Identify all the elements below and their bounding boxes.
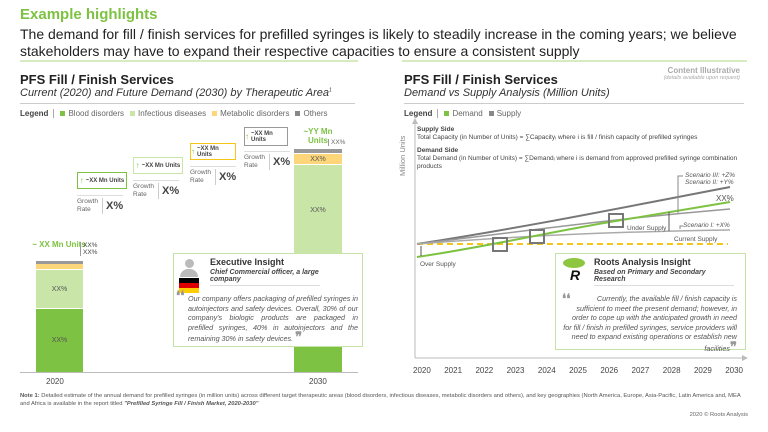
- supply-scenario-2-line: [416, 208, 731, 245]
- arrow-up-icon: ↑: [191, 147, 195, 156]
- bar-2020-total: ~ XX Mn Units: [32, 240, 86, 249]
- year-label-2020: 2020: [46, 377, 64, 386]
- year-label: 2023: [506, 366, 525, 375]
- legend-item-blood: Blood disorders: [60, 109, 124, 118]
- bar-2020-metabolic: [36, 264, 83, 269]
- legend-label: Legend: [20, 109, 55, 118]
- year-label-2030: 2030: [309, 377, 327, 386]
- germany-flag-icon: [179, 278, 199, 293]
- roots-analysis-logo: R: [563, 258, 587, 288]
- step-box-2: ↑ ~XX Mn Units: [133, 157, 183, 174]
- insight-title: Executive Insight: [210, 257, 285, 267]
- demand-end-label: XX%: [716, 194, 734, 203]
- lead-text: The demand for fill / finish services fo…: [20, 26, 737, 59]
- scenario-leader: [679, 225, 683, 229]
- person-icon: [179, 259, 199, 287]
- step-box-1: ↑ ~XX Mn Units: [77, 172, 127, 189]
- insight-quote: ❛❛ Our company offers packaging of prefil…: [176, 288, 358, 344]
- year-label: 2024: [537, 366, 556, 375]
- year-label: 2021: [444, 366, 463, 375]
- arrow-up-icon: ↑: [79, 176, 84, 185]
- demand-side-heading: Demand Side: [417, 147, 459, 154]
- year-label: 2027: [631, 366, 650, 375]
- demand-line: [416, 201, 731, 258]
- supply-side-heading: Supply Side: [417, 126, 455, 133]
- bar-2020-callouts: XX% XX%: [80, 242, 97, 256]
- year-label: 2022: [475, 366, 494, 375]
- step-box-3: ↑ ~XX Mn Units: [190, 143, 236, 160]
- year-label: 2029: [693, 366, 712, 375]
- legend-item-supply: Supply: [488, 109, 521, 118]
- supply-scenario-1-line: [416, 229, 731, 245]
- x-axis-arrow: [742, 355, 748, 361]
- step-growth-4: Growth Rate X%: [244, 151, 291, 170]
- formula-block: Supply Side Total Capacity (in Number of…: [417, 126, 747, 171]
- footnote-marker: 1: [328, 87, 332, 94]
- year-label: 2025: [569, 366, 587, 375]
- bar-2020-blood: XX%: [36, 309, 83, 372]
- insight-title: Roots Analysis Insight: [594, 257, 691, 267]
- divider: [404, 103, 744, 104]
- intersection-marker: [492, 237, 508, 252]
- demand-side-formula: Total Demand (in Number of Units) = ∑Dem…: [417, 155, 738, 170]
- page-heading: Example highlights: [20, 6, 158, 23]
- divider: [20, 103, 355, 104]
- legend-item-metabolic: Metabolic disorders: [212, 109, 289, 118]
- over-supply-label: Over Supply: [420, 261, 456, 268]
- intersection-marker: [608, 213, 624, 228]
- legend-label: Legend: [404, 109, 439, 118]
- x-axis: [20, 372, 358, 373]
- insight-subtitle: Chief Commercial officer, a large compan…: [210, 269, 320, 286]
- arrow-up-icon: ↑: [135, 161, 140, 170]
- step-growth-1: Growth Rate X%: [77, 195, 124, 214]
- step-box-4: ↑ ~XX Mn Units: [244, 127, 288, 146]
- bar-2030-metabolic: XX%: [294, 154, 342, 164]
- content-illustrative: Content Illustrative: [667, 66, 740, 75]
- right-panel-subtitle: Demand vs Supply Analysis (Million Units…: [404, 87, 610, 99]
- current-supply-label: Current Supply: [674, 236, 718, 243]
- left-panel-subtitle: Current (2020) and Future Demand (2030) …: [20, 87, 332, 99]
- year-label: 2028: [662, 366, 681, 375]
- under-supply-label: Under Supply: [627, 225, 667, 232]
- left-panel-title: PFS Fill / Finish Services: [20, 72, 174, 87]
- roots-insight-box: R Roots Analysis Insight Based on Primar…: [555, 253, 746, 354]
- bar-2020-others: [36, 261, 83, 264]
- right-legend: Legend Demand Supply: [404, 109, 521, 118]
- year-label: 2020: [413, 366, 431, 375]
- insight-quote: ❛❛ Currently, the available fill / finish…: [562, 291, 737, 354]
- step-growth-3: Growth Rate X%: [190, 166, 237, 185]
- footnote: Note 1: Detailed estimate of the annual …: [20, 393, 741, 407]
- y-axis-arrow: [412, 118, 418, 124]
- bar-2030-others: [294, 149, 342, 153]
- subtitle-text: Current (2020) and Future Demand (2030) …: [20, 87, 329, 99]
- scenario-leader: [677, 175, 683, 213]
- step-growth-2: Growth Rate X%: [133, 180, 180, 199]
- illustrative-note: (details available upon request): [663, 75, 740, 81]
- divider: [402, 60, 747, 62]
- insight-subtitle: Based on Primary and Secondary Research: [594, 269, 734, 286]
- copyright: 2020 © Roots Analysis: [689, 412, 748, 418]
- year-label: 2026: [600, 366, 619, 375]
- bar-2030-infectious: XX%: [294, 165, 342, 255]
- supply-scenario-3-line: [416, 186, 731, 245]
- divider: [20, 60, 358, 62]
- bar-2020-infectious: XX%: [36, 270, 83, 308]
- arrow-up-icon: ↑: [245, 132, 249, 141]
- supply-side-formula: Total Capacity (in Number of Units) = ∑C…: [417, 134, 698, 141]
- left-legend: Legend Blood disorders Infectious diseas…: [20, 109, 327, 118]
- legend-item-others: Others: [295, 109, 327, 118]
- legend-item-demand: Demand: [444, 109, 483, 118]
- executive-insight-box: Executive Insight Chief Commercial offic…: [173, 253, 363, 347]
- intersection-marker: [529, 229, 545, 244]
- right-panel-title: PFS Fill / Finish Services: [404, 72, 558, 87]
- scenario-1-label: Scenario I: +X%: [683, 222, 730, 229]
- bar-2030-total: ~YY Mn Units: [303, 127, 333, 145]
- year-label: 2030: [725, 366, 743, 375]
- x-axis-years: 2020 2021 2022 2023 2024 2025 2026 2027 2028 2029…: [413, 366, 743, 375]
- bar-2030-callout-others: XX%: [328, 139, 345, 146]
- legend-item-infectious: Infectious diseases: [130, 109, 206, 118]
- scenario-labels: Scenario III: +Z% Scenario II: +Y%: [685, 172, 736, 186]
